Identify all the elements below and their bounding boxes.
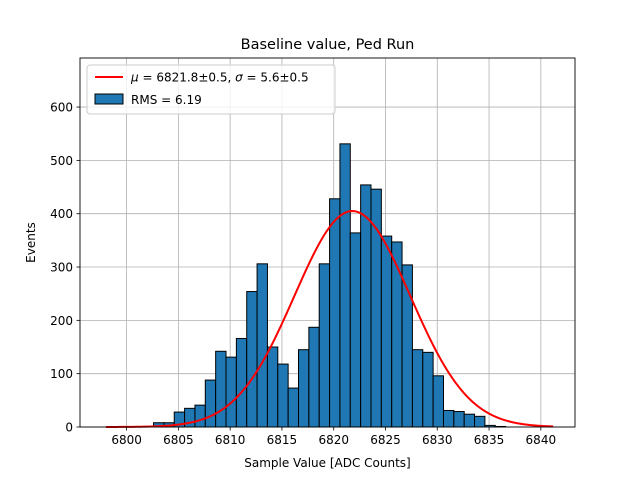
x-tick-label: 6815 [267, 433, 298, 447]
x-tick-label: 6830 [422, 433, 453, 447]
legend-mu-symbol: μ [130, 71, 139, 85]
x-tick-label: 6835 [474, 433, 505, 447]
histogram-bar [225, 356, 237, 428]
x-tick-label: 6840 [526, 433, 557, 447]
histogram-bar [287, 387, 300, 428]
histogram-bar [391, 241, 403, 428]
histogram-bar [380, 235, 393, 428]
histogram-bar [204, 379, 217, 428]
x-tick-label: 6825 [370, 433, 401, 447]
y-axis-ticks: 0 100 200 300 400 500 600 [50, 101, 80, 435]
y-tick-label: 600 [50, 101, 73, 115]
legend-box [86, 64, 336, 115]
histogram-bar [422, 351, 434, 428]
histogram-bar [432, 375, 444, 428]
histogram-bar [339, 143, 351, 428]
bars [153, 143, 507, 428]
chart-title: Baseline value, Ped Run [241, 37, 415, 53]
x-tick-label: 6800 [111, 433, 142, 447]
legend-sigma-symbol: σ [235, 71, 243, 85]
legend-fit-label: μ = 6821.8±0.5, σ = 5.6±0.5 [130, 71, 309, 85]
histogram-bar [215, 350, 227, 428]
histogram-bar [194, 404, 206, 428]
histogram-bar [411, 349, 424, 428]
histogram-bar [318, 263, 331, 428]
legend-rms-label: RMS = 6.19 [131, 93, 202, 107]
y-tick-label: 400 [50, 207, 73, 221]
legend-hist-swatch [94, 93, 124, 105]
y-axis-label: Events [24, 222, 38, 263]
histogram-bar [256, 263, 268, 428]
histogram-bar [235, 337, 248, 428]
x-tick-label: 6810 [215, 433, 246, 447]
histogram-bar [277, 363, 289, 428]
y-tick-label: 0 [65, 421, 73, 435]
y-tick-label: 200 [50, 314, 73, 328]
plot-frame [79, 57, 576, 428]
x-tick-label: 6805 [163, 433, 194, 447]
histogram-bar [298, 349, 310, 428]
histogram-bar [329, 198, 341, 428]
histogram-bar [474, 415, 486, 428]
x-axis-label: Sample Value [ADC Counts] [244, 456, 410, 470]
histogram-bar [442, 409, 455, 428]
legend-sigma-value: = 5.6±0.5 [243, 71, 309, 85]
y-tick-label: 300 [50, 261, 73, 275]
histogram-bar [308, 326, 320, 428]
x-axis-ticks: 6800 6805 6810 6815 6820 6825 6830 6835 6840 [111, 427, 556, 447]
histogram-bar [349, 232, 362, 428]
legend-mu-value: = 6821.8±0.5, [139, 71, 235, 85]
y-tick-label: 500 [50, 154, 73, 168]
legend: μ = 6821.8±0.5, σ = 5.6±0.5 RMS = 6.19 [86, 64, 336, 115]
histogram-bar [266, 346, 279, 428]
histogram-bar [463, 413, 476, 428]
gaussian-fit-line [105, 210, 554, 428]
histogram-bar [453, 411, 465, 428]
y-tick-label: 100 [50, 367, 73, 381]
x-tick-label: 6820 [318, 433, 349, 447]
histogram-bar [246, 291, 258, 428]
